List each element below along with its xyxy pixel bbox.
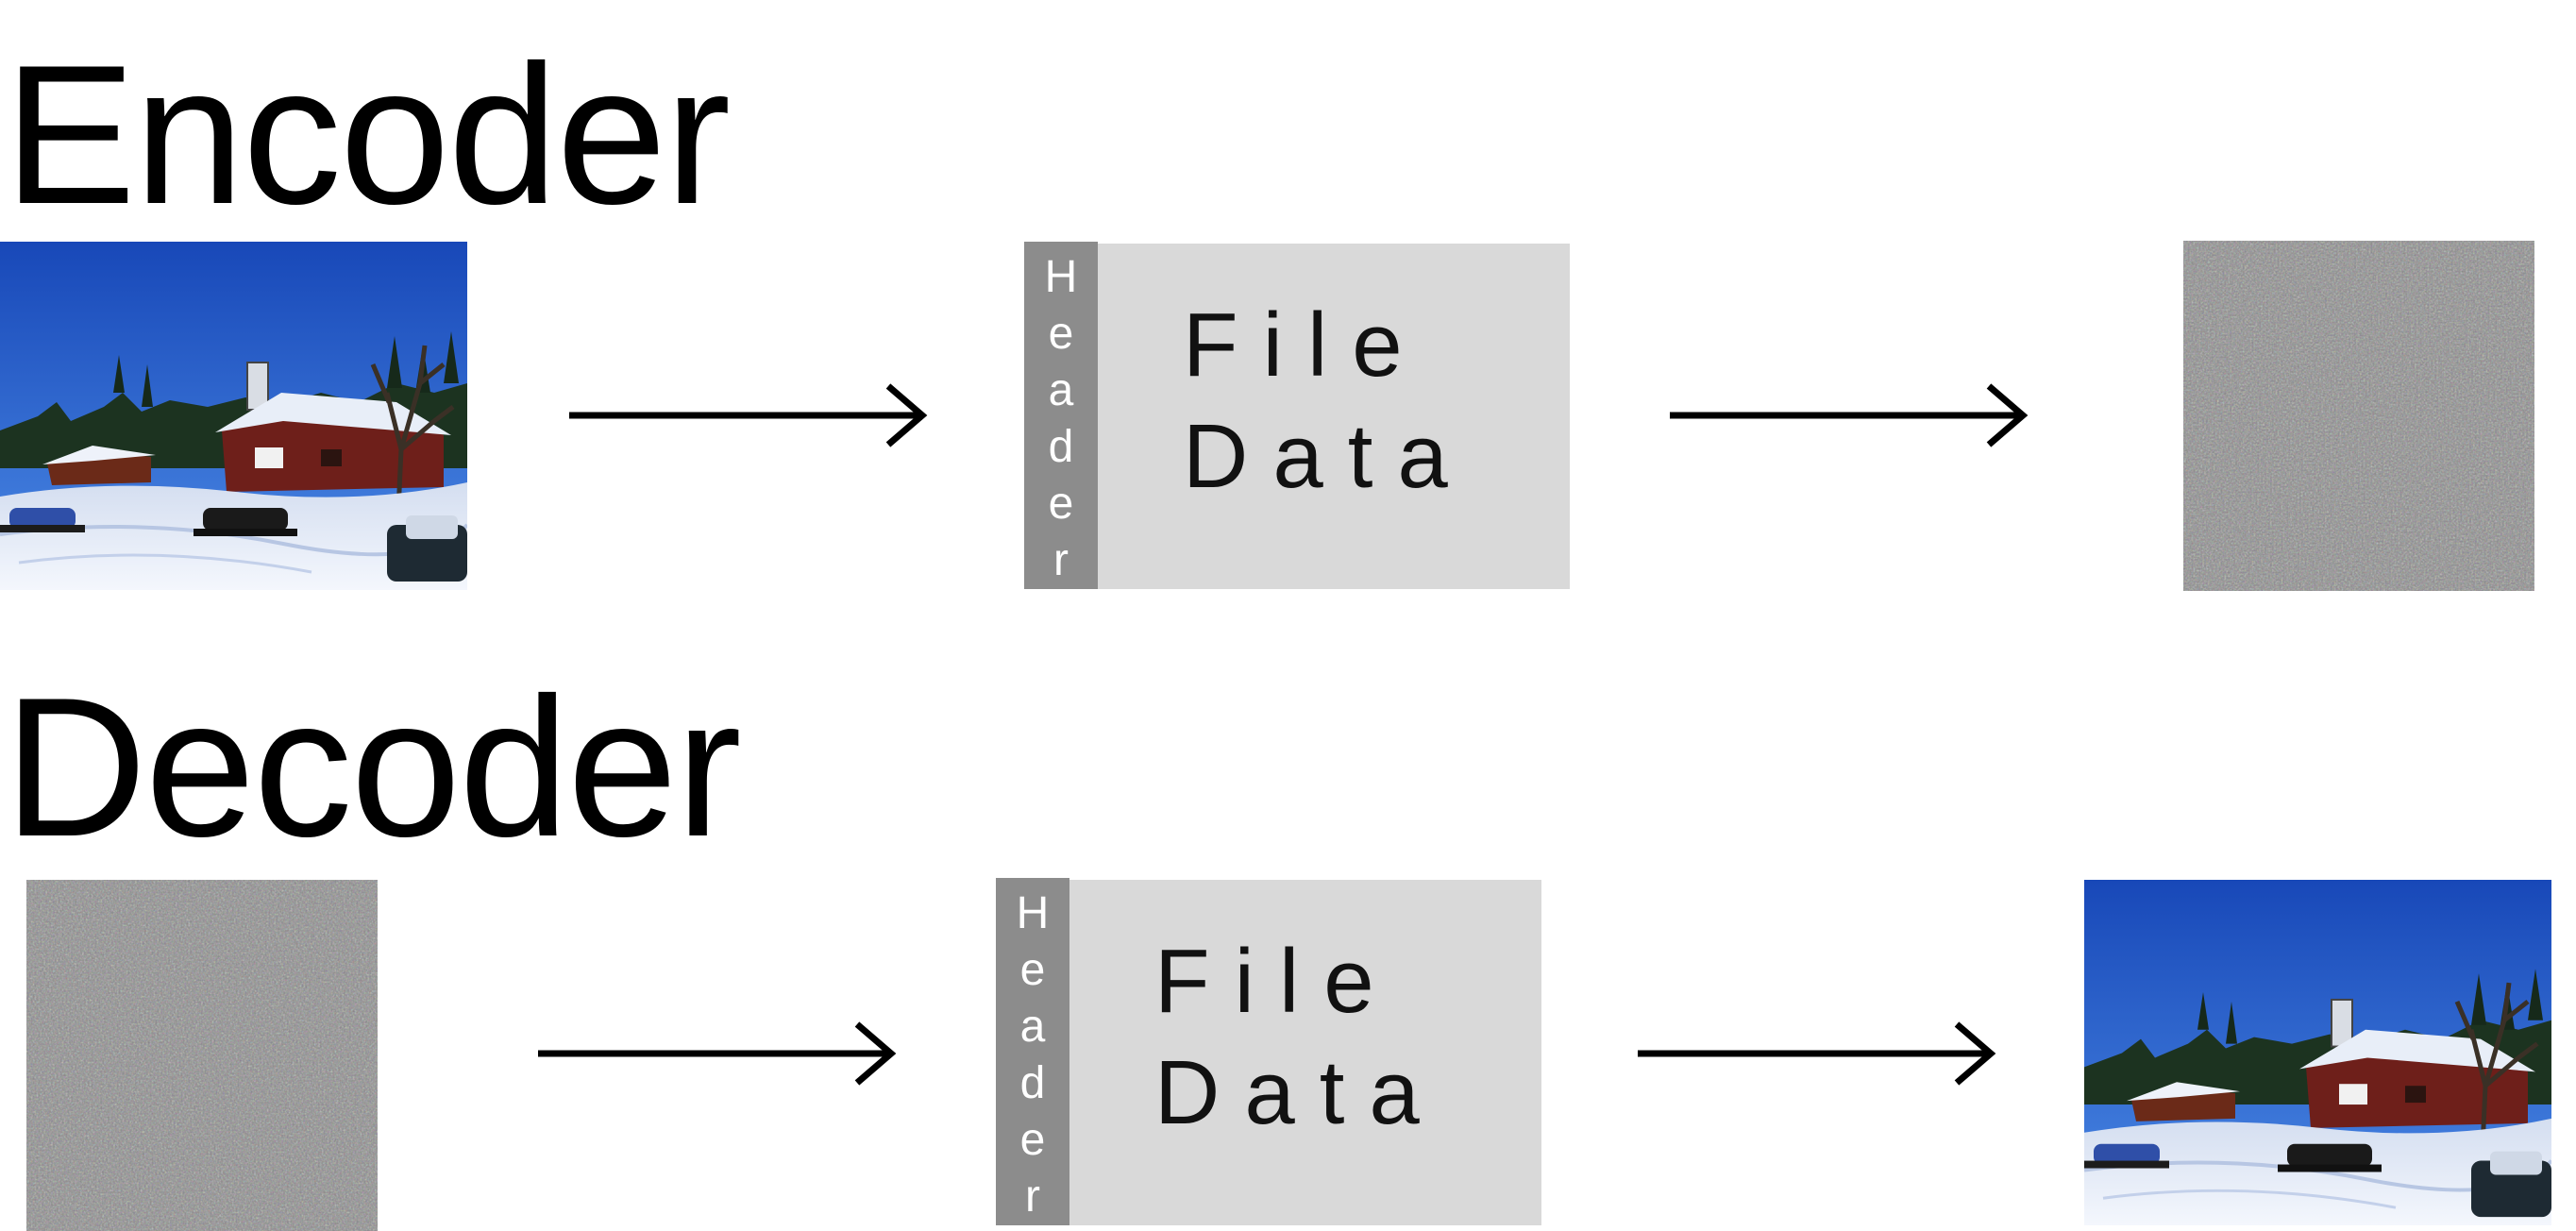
header-letter: r	[1025, 1172, 1040, 1222]
encoder-input-photo	[0, 242, 467, 590]
header-letter: e	[1048, 479, 1074, 529]
right-arrow-icon	[538, 1021, 897, 1086]
encoder-data-area: File Data	[1098, 244, 1570, 589]
header-letter: e	[1048, 309, 1074, 359]
right-arrow-icon	[569, 383, 928, 447]
encoder-arrow-2	[1670, 382, 2029, 448]
header-letter: a	[1048, 365, 1074, 415]
header-letter: d	[1019, 1058, 1046, 1108]
header-letter: r	[1053, 535, 1069, 585]
encoder-data-line2: Data	[1183, 406, 1473, 507]
header-letter: e	[1019, 945, 1046, 995]
decoder-data-line1: File	[1154, 931, 1399, 1032]
decoder-title: Decoder	[4, 656, 742, 878]
encoder-title: Encoder	[4, 24, 731, 245]
header-letter: e	[1019, 1115, 1046, 1165]
header-letter: d	[1048, 422, 1074, 472]
decoder-arrow-2	[1638, 1020, 1996, 1087]
encoder-data-line1: File	[1183, 295, 1427, 396]
decoder-header-strip	[996, 878, 1069, 1225]
encoder-output-noise-image	[2183, 241, 2534, 591]
header-letter: H	[1044, 252, 1078, 302]
header-letter: a	[1019, 1002, 1046, 1052]
decoder-input-noise-image	[26, 880, 378, 1231]
right-arrow-icon	[1638, 1021, 1996, 1086]
decoder-arrow-1	[538, 1020, 897, 1087]
right-arrow-icon	[1670, 383, 2029, 447]
decoder-data-line2: Data	[1154, 1042, 1444, 1143]
decoder-output-photo	[2084, 880, 2551, 1225]
encoder-header-strip	[1024, 242, 1098, 589]
decoder-data-area: File Data	[1069, 880, 1541, 1225]
encoder-arrow-1	[569, 382, 928, 448]
header-letter: H	[1016, 888, 1050, 938]
